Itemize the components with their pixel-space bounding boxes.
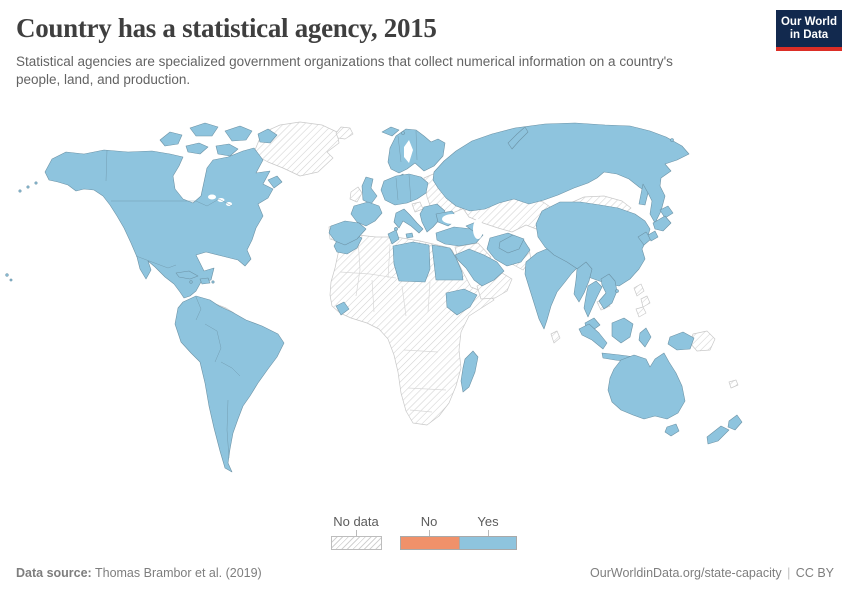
footer-source-value: Thomas Brambor et al. (2019) xyxy=(94,566,262,580)
legend-swatch-yes[interactable] xyxy=(460,537,516,549)
tasmania[interactable] xyxy=(664,423,680,437)
balkans-greece[interactable] xyxy=(419,203,446,233)
liberia[interactable] xyxy=(335,301,350,316)
philippines-south[interactable] xyxy=(635,306,647,318)
afghanistan[interactable] xyxy=(498,234,525,254)
new-zealand-north[interactable] xyxy=(727,414,743,431)
logo-line-1: Our World xyxy=(780,16,837,28)
wrangel-island[interactable] xyxy=(670,138,674,142)
logo-line-2: in Data xyxy=(789,29,829,41)
hispaniola[interactable] xyxy=(199,277,211,285)
sakhalin[interactable] xyxy=(638,183,649,206)
ireland[interactable] xyxy=(349,186,363,203)
italy[interactable] xyxy=(393,208,424,234)
puerto-rico[interactable] xyxy=(211,280,215,284)
australia[interactable] xyxy=(607,352,686,420)
canadian-arctic-islands[interactable] xyxy=(159,122,278,157)
footer-source: Data source: Thomas Brambor et al. (2019… xyxy=(16,566,262,580)
turkey[interactable] xyxy=(435,226,484,247)
legend-label-no: No xyxy=(420,514,438,529)
lakes-and-seas xyxy=(208,140,483,239)
world-map-svg[interactable] xyxy=(0,110,850,512)
iceland[interactable] xyxy=(335,126,354,140)
subtitle-line-2: people, land, and production. xyxy=(16,72,191,87)
svalbard-east[interactable] xyxy=(401,131,405,135)
ethiopia[interactable] xyxy=(445,288,478,316)
novaya-zemlya[interactable] xyxy=(507,126,529,150)
philippines-central[interactable] xyxy=(640,295,651,308)
sicily[interactable] xyxy=(405,232,414,239)
svalbard[interactable] xyxy=(381,126,400,137)
sardinia[interactable] xyxy=(394,227,398,231)
balkans-patch[interactable] xyxy=(411,201,424,213)
legend-tick-no xyxy=(429,530,430,536)
footer-source-label: Data source: xyxy=(16,566,92,580)
world-map[interactable] xyxy=(0,110,850,512)
south-america[interactable] xyxy=(174,295,285,473)
hainan[interactable] xyxy=(615,289,619,293)
hawaii[interactable] xyxy=(5,273,13,282)
madagascar[interactable] xyxy=(460,350,479,393)
central-europe[interactable] xyxy=(380,173,429,206)
new-zealand-south[interactable] xyxy=(706,425,730,445)
subtitle-line-1: Statistical agencies are specialized gov… xyxy=(16,54,673,69)
legend-tick-no-data xyxy=(356,530,357,536)
sri-lanka[interactable] xyxy=(550,330,561,344)
russia[interactable] xyxy=(432,122,690,224)
jamaica[interactable] xyxy=(189,280,193,284)
china[interactable] xyxy=(535,201,651,287)
footer-license: CC BY xyxy=(795,566,834,580)
north-america[interactable] xyxy=(44,147,274,299)
philippines-north[interactable] xyxy=(633,283,645,297)
france[interactable] xyxy=(350,201,383,227)
united-kingdom[interactable] xyxy=(361,176,378,205)
footer-separator: | xyxy=(787,566,791,580)
footer-link[interactable]: OurWorldinData.org/state-capacity xyxy=(590,566,782,580)
tunisia[interactable] xyxy=(387,229,400,245)
japan[interactable] xyxy=(647,205,674,242)
legend-label-no-data: No data xyxy=(333,514,379,529)
myanmar[interactable] xyxy=(573,261,593,303)
legend-tick-yes xyxy=(488,530,489,536)
owid-logo[interactable]: Our World in Data xyxy=(776,10,842,51)
cuba[interactable] xyxy=(175,270,199,280)
papua-new-guinea[interactable] xyxy=(689,330,716,352)
no-data-internal-borders xyxy=(339,237,447,413)
legend-bar xyxy=(400,536,517,550)
footer: Data source: Thomas Brambor et al. (2019… xyxy=(16,566,834,580)
page-title: Country has a statistical agency, 2015 xyxy=(16,13,437,43)
country-borders xyxy=(105,130,418,459)
libya[interactable] xyxy=(392,241,431,283)
newfoundland[interactable] xyxy=(267,175,283,189)
saudi-arabia[interactable] xyxy=(454,248,505,287)
page-subtitle: Statistical agencies are specialized gov… xyxy=(16,53,673,89)
egypt[interactable] xyxy=(431,244,464,281)
legend-swatch-no[interactable] xyxy=(401,537,460,549)
thailand[interactable] xyxy=(583,280,603,318)
spain[interactable] xyxy=(328,220,367,246)
vietnam[interactable] xyxy=(598,273,618,310)
footer-right: OurWorldinData.org/state-capacity | CC B… xyxy=(590,566,834,580)
new-caledonia[interactable] xyxy=(728,379,739,389)
legend-swatch-no-data[interactable] xyxy=(331,536,382,550)
legend-label-yes: Yes xyxy=(477,514,499,529)
aleutian-islands[interactable] xyxy=(18,181,38,193)
